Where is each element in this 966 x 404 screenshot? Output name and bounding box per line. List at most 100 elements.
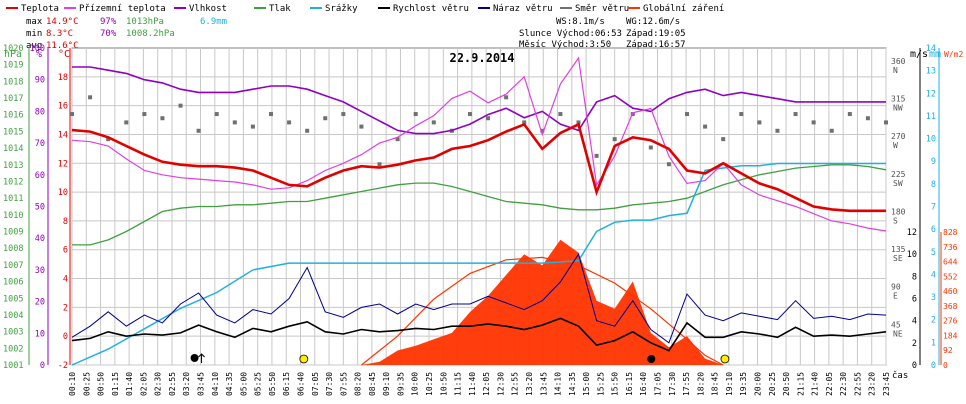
series-wind-dir-point <box>88 95 93 100</box>
tick-label-time: 01:40 <box>125 372 134 396</box>
series-wind-dir-point <box>558 112 563 117</box>
moonrise-text: Měsíc Východ:3:50 <box>519 40 611 50</box>
series-wind-dir-point <box>540 128 545 133</box>
tick-label-time: 01:15 <box>111 372 120 396</box>
tick-label-wm2: 736 <box>943 243 958 252</box>
tick-label-mm: 3 <box>931 293 936 303</box>
tick-label-time: 23:20 <box>868 372 877 396</box>
stats-max-label: max <box>26 17 43 27</box>
tick-label-hpa: 1003 <box>3 328 23 338</box>
legend-label: Přízemní teplota <box>79 4 166 14</box>
tick-label-pct: 60 <box>35 171 45 181</box>
tick-label-dir-name: N <box>893 66 898 75</box>
tick-label-mm: 5 <box>931 248 936 258</box>
tick-label-dir-deg: 270 <box>891 132 906 141</box>
tick-label-time: 03:20 <box>182 372 191 396</box>
tick-label-time: 00:10 <box>68 372 77 396</box>
tick-label-pct: 70 <box>35 139 45 149</box>
tick-label-time: 23:45 <box>882 372 891 396</box>
series-wind-dir-point <box>486 116 491 121</box>
tick-label-hpa: 1010 <box>3 211 23 221</box>
tick-label-time: 00:25 <box>82 372 91 396</box>
tick-label-hpa: 1014 <box>3 144 23 154</box>
sunrise-text: Slunce Východ:06:53 <box>519 29 622 39</box>
tick-label-hpa: 1012 <box>3 177 23 187</box>
tick-label-dir-deg: 135 <box>891 245 906 254</box>
series-wind-dir-point <box>685 112 690 117</box>
unit-hpa: hPa <box>4 49 22 60</box>
tick-label-time: 02:55 <box>168 372 177 396</box>
tick-label-dir-name: W <box>893 141 898 150</box>
tick-label-time: 15:00 <box>582 372 591 396</box>
tick-label-pct: 50 <box>35 203 45 213</box>
tick-label-pct: 100 <box>30 44 45 54</box>
tick-label-mm: 11 <box>926 112 936 122</box>
chart-series <box>70 56 888 366</box>
tick-label-time: 12:30 <box>496 372 505 396</box>
stats-min-label: min <box>26 29 42 39</box>
series-wind-dir-point <box>124 120 129 125</box>
series-wind-dir-point <box>847 112 852 117</box>
tick-label-time: 16:15 <box>625 372 634 396</box>
tick-label-degc: 14 <box>58 130 68 140</box>
tick-label-degc: 2 <box>63 303 68 313</box>
stats-max-temp: 14.9°C <box>46 17 79 27</box>
tick-label-hpa: 1015 <box>3 127 23 137</box>
tick-label-ms: 4 <box>912 317 917 327</box>
tick-label-time: 11:40 <box>468 372 477 396</box>
tick-label-time: 00:50 <box>97 372 106 396</box>
tick-label-wm2: 644 <box>943 258 958 267</box>
tick-label-wm2: 552 <box>943 272 958 281</box>
tick-label-mm: 9 <box>931 157 936 167</box>
series-wind-dir-point <box>775 128 780 133</box>
series-wind-dir-point <box>793 112 798 117</box>
moonset-icon <box>647 355 656 363</box>
series-wind-dir-point <box>811 120 816 125</box>
stats-min-press: 1008.2hPa <box>126 29 175 39</box>
series-wind-dir-point <box>287 120 292 125</box>
series-wind-dir-point <box>739 112 744 117</box>
x-axis-label: čas <box>892 370 908 381</box>
tick-label-degc: 16 <box>58 102 68 112</box>
tick-label-dir-deg: 315 <box>891 94 906 103</box>
series-wind-dir-point <box>178 103 183 108</box>
series-wind-dir-point <box>323 116 328 121</box>
tick-label-wm2: 828 <box>943 228 958 237</box>
series-wind-dir-point <box>214 112 219 117</box>
series-wind-dir-point <box>504 95 509 100</box>
tick-label-wm2: 368 <box>943 302 958 311</box>
unit-degc: °C <box>58 49 70 60</box>
tick-label-mm: 12 <box>926 89 936 99</box>
tick-label-mm: 7 <box>931 203 936 213</box>
tick-label-time: 14:35 <box>568 372 577 396</box>
tick-label-time: 06:40 <box>296 372 305 396</box>
series-wind-dir-point <box>666 162 671 167</box>
tick-label-mm: 4 <box>931 270 936 280</box>
tick-label-time: 07:30 <box>325 372 334 396</box>
unit-wm2: W/m2 <box>944 50 963 59</box>
series-wind-gust-line <box>71 252 887 344</box>
legend-label: Náraz větru <box>493 4 553 14</box>
series-wind-dir-point <box>160 116 165 121</box>
tick-label-hpa: 1019 <box>3 61 23 71</box>
tick-label-dir-name: SW <box>893 179 903 188</box>
moonset-text: Západ:16:57 <box>626 40 686 50</box>
tick-label-wm2: 460 <box>943 287 958 296</box>
tick-label-degc: 10 <box>58 188 68 198</box>
axis-ticks: 1001100210031004100510061007100810091010… <box>3 44 958 396</box>
series-wind-dir-point <box>829 128 834 133</box>
series-wind-dir-point <box>142 112 147 117</box>
tick-label-degc: -2 <box>58 361 68 371</box>
tick-label-time: 08:20 <box>354 372 363 396</box>
series-wind-dir-point <box>377 162 382 167</box>
tick-label-hpa: 1005 <box>3 294 23 304</box>
tick-label-time: 17:30 <box>668 372 677 396</box>
series-wind-dir-point <box>268 112 273 117</box>
series-wind-dir-point <box>576 120 581 125</box>
tick-label-time: 19:35 <box>739 372 748 396</box>
tick-label-time: 10:50 <box>439 372 448 396</box>
tick-label-time: 04:10 <box>211 372 220 396</box>
series-wind-dir-point <box>431 120 436 125</box>
stats-avg-temp: 11.6°C <box>46 41 79 51</box>
